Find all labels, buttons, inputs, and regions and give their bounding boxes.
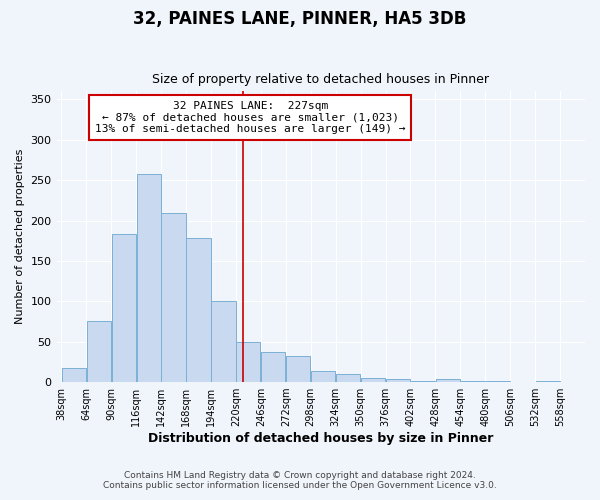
- Bar: [86, 320, 111, 382]
- Bar: [361, 378, 385, 382]
- Bar: [436, 379, 460, 382]
- Bar: [386, 379, 410, 382]
- Bar: [311, 371, 335, 382]
- Bar: [211, 300, 236, 382]
- Bar: [137, 174, 161, 382]
- Bar: [236, 342, 260, 382]
- Text: 32 PAINES LANE:  227sqm
← 87% of detached houses are smaller (1,023)
13% of semi: 32 PAINES LANE: 227sqm ← 87% of detached…: [95, 101, 406, 134]
- Text: Contains HM Land Registry data © Crown copyright and database right 2024.
Contai: Contains HM Land Registry data © Crown c…: [103, 470, 497, 490]
- Bar: [286, 356, 310, 382]
- Bar: [261, 352, 286, 382]
- Y-axis label: Number of detached properties: Number of detached properties: [15, 149, 25, 324]
- Bar: [336, 374, 360, 382]
- Bar: [62, 368, 86, 382]
- Title: Size of property relative to detached houses in Pinner: Size of property relative to detached ho…: [152, 73, 489, 86]
- Text: 32, PAINES LANE, PINNER, HA5 3DB: 32, PAINES LANE, PINNER, HA5 3DB: [133, 10, 467, 28]
- Bar: [161, 214, 185, 382]
- X-axis label: Distribution of detached houses by size in Pinner: Distribution of detached houses by size …: [148, 432, 493, 445]
- Bar: [187, 238, 211, 382]
- Bar: [112, 234, 136, 382]
